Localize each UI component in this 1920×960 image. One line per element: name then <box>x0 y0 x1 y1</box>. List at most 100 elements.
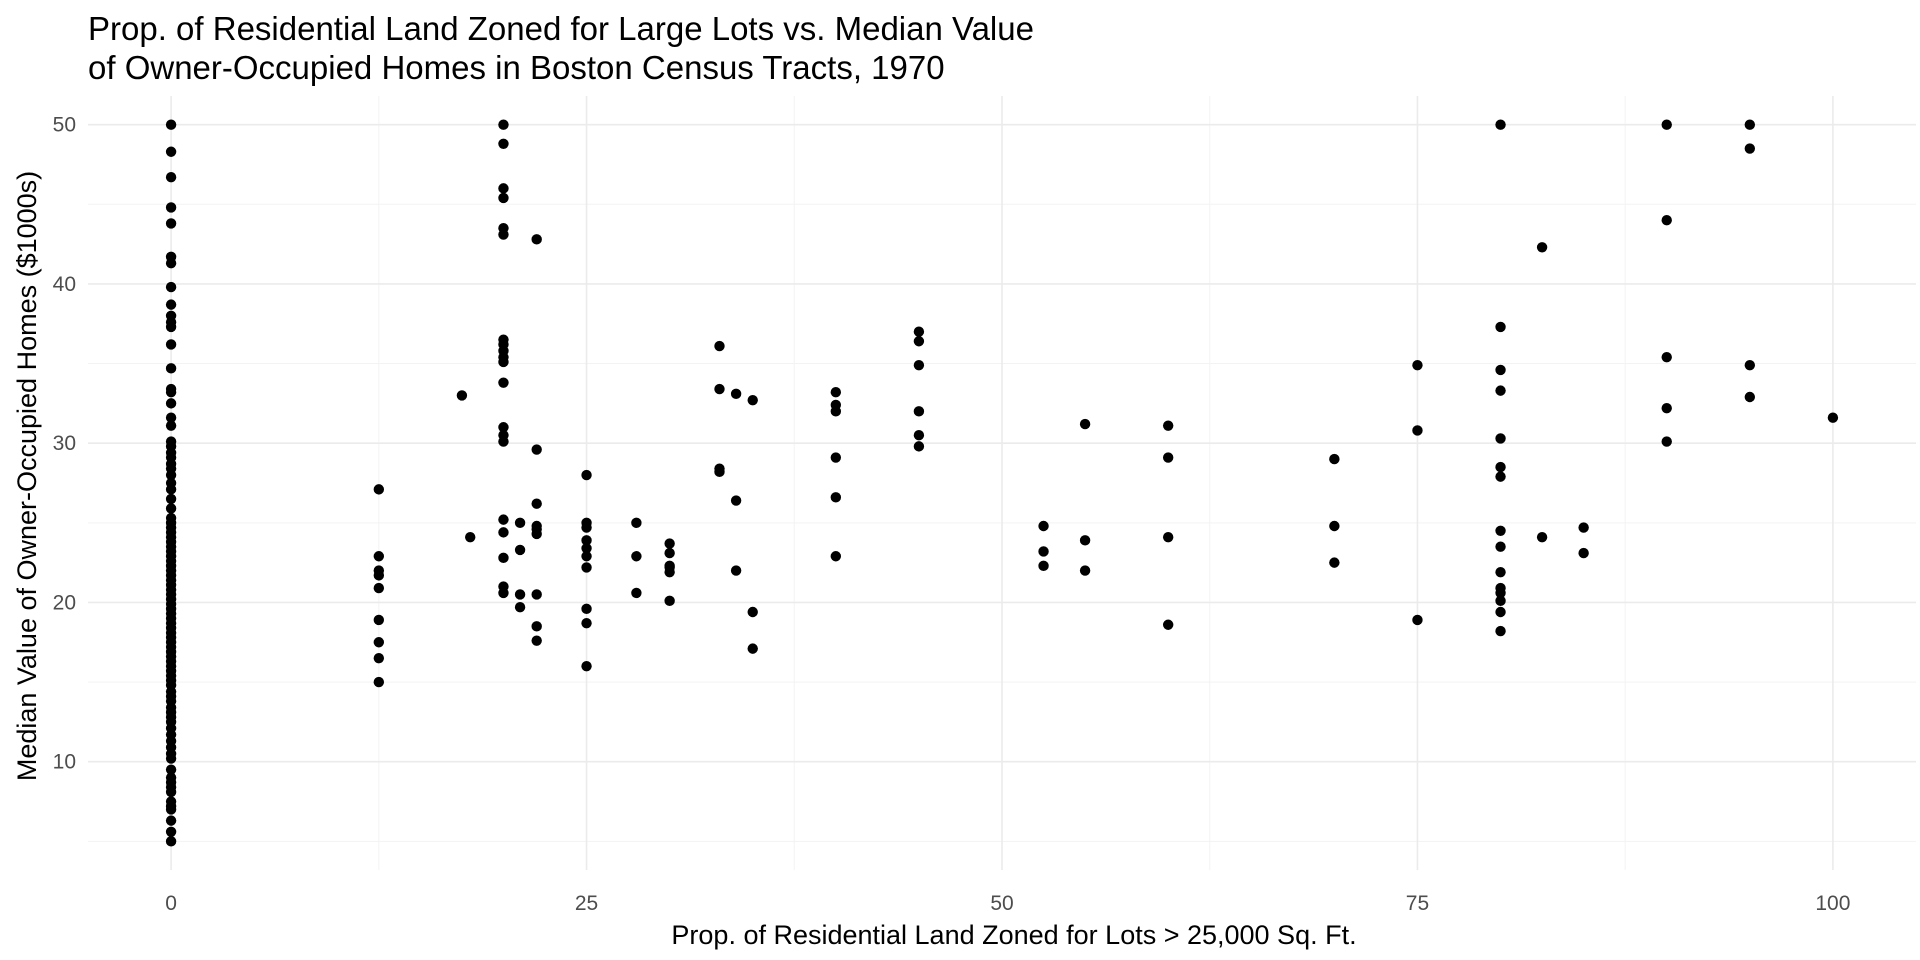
data-point <box>581 469 592 481</box>
x-tick-label: 100 <box>1815 892 1850 915</box>
data-point <box>1412 614 1423 626</box>
data-point <box>165 281 177 293</box>
data-point <box>165 436 177 447</box>
data-point <box>165 503 177 514</box>
x-axis-tick-labels: 0 25 50 75 100 <box>165 892 1850 915</box>
data-point <box>373 582 385 594</box>
data-point <box>165 836 177 847</box>
data-point <box>531 498 542 509</box>
data-point <box>1495 582 1506 594</box>
data-point <box>1412 425 1423 436</box>
x-tick-label: 25 <box>575 892 598 915</box>
data-point <box>1495 364 1506 376</box>
data-point <box>913 359 925 371</box>
data-point <box>664 560 675 572</box>
data-point <box>165 146 177 157</box>
data-point <box>498 422 509 433</box>
data-point <box>581 535 592 546</box>
data-point <box>1495 321 1506 333</box>
data-point <box>730 565 742 576</box>
data-point <box>581 551 592 562</box>
data-point <box>581 517 592 529</box>
data-point <box>165 772 177 783</box>
data-point <box>165 420 177 431</box>
data-point <box>165 412 177 423</box>
data-point <box>165 493 177 505</box>
data-point <box>531 520 542 532</box>
data-point <box>581 603 592 615</box>
data-point <box>498 138 509 149</box>
data-point <box>514 602 526 613</box>
chart-title-line-1: Prop. of Residential Land Zoned for Larg… <box>88 10 1034 47</box>
y-tick-label: 40 <box>53 273 76 296</box>
data-point <box>1495 119 1506 130</box>
data-point <box>631 587 642 599</box>
y-tick-label: 50 <box>53 114 76 137</box>
data-point <box>1495 606 1506 618</box>
data-point <box>1744 119 1756 130</box>
data-point <box>531 234 542 245</box>
data-point <box>581 660 592 672</box>
data-point <box>373 565 385 576</box>
data-point <box>1162 619 1174 630</box>
data-point <box>631 551 642 562</box>
data-point <box>456 390 468 401</box>
data-point <box>373 676 385 688</box>
data-point <box>1079 418 1091 430</box>
data-point <box>1162 531 1174 543</box>
x-tick-label: 50 <box>990 892 1013 915</box>
data-point <box>165 383 177 395</box>
data-point <box>165 826 177 837</box>
data-point <box>1661 402 1672 414</box>
data-point <box>1495 566 1506 578</box>
data-point <box>498 581 509 592</box>
data-point <box>830 452 842 463</box>
data-point <box>1578 547 1589 559</box>
data-point <box>165 363 177 374</box>
data-point <box>913 336 925 347</box>
data-point <box>165 339 177 350</box>
data-point <box>1329 453 1340 465</box>
data-point <box>531 444 542 455</box>
data-point <box>1495 385 1506 396</box>
data-point <box>165 310 177 321</box>
grid-lines <box>88 96 1916 870</box>
data-point <box>1495 625 1506 637</box>
data-point <box>498 222 509 234</box>
data-point <box>830 399 842 411</box>
data-point <box>1536 531 1548 543</box>
data-point <box>730 495 742 506</box>
data-point <box>830 492 842 503</box>
data-point <box>373 614 385 626</box>
data-point <box>1412 359 1423 371</box>
data-point <box>165 299 177 310</box>
data-point <box>498 119 509 130</box>
data-point <box>913 406 925 417</box>
data-point <box>913 441 925 452</box>
data-point <box>531 635 542 646</box>
data-point <box>1038 546 1049 557</box>
y-tick-label: 20 <box>53 591 76 614</box>
data-point <box>747 394 758 406</box>
y-axis-tick-labels: 10 20 30 40 50 <box>53 114 76 774</box>
x-tick-label: 75 <box>1406 892 1429 915</box>
data-point <box>514 517 526 529</box>
data-point <box>747 643 758 654</box>
data-point <box>165 764 177 775</box>
data-point <box>830 387 842 398</box>
data-point <box>747 606 758 618</box>
data-point <box>373 637 385 648</box>
data-point <box>1329 557 1340 568</box>
data-point <box>1578 522 1589 533</box>
data-point <box>1162 452 1174 463</box>
data-point <box>373 652 385 664</box>
data-point <box>714 383 725 395</box>
data-point <box>531 589 542 600</box>
y-tick-label: 30 <box>53 432 76 455</box>
data-point <box>165 218 177 229</box>
data-point <box>1661 215 1672 226</box>
data-point <box>1162 420 1174 431</box>
data-point <box>498 192 509 204</box>
data-point <box>498 183 509 194</box>
data-point <box>1495 595 1506 607</box>
